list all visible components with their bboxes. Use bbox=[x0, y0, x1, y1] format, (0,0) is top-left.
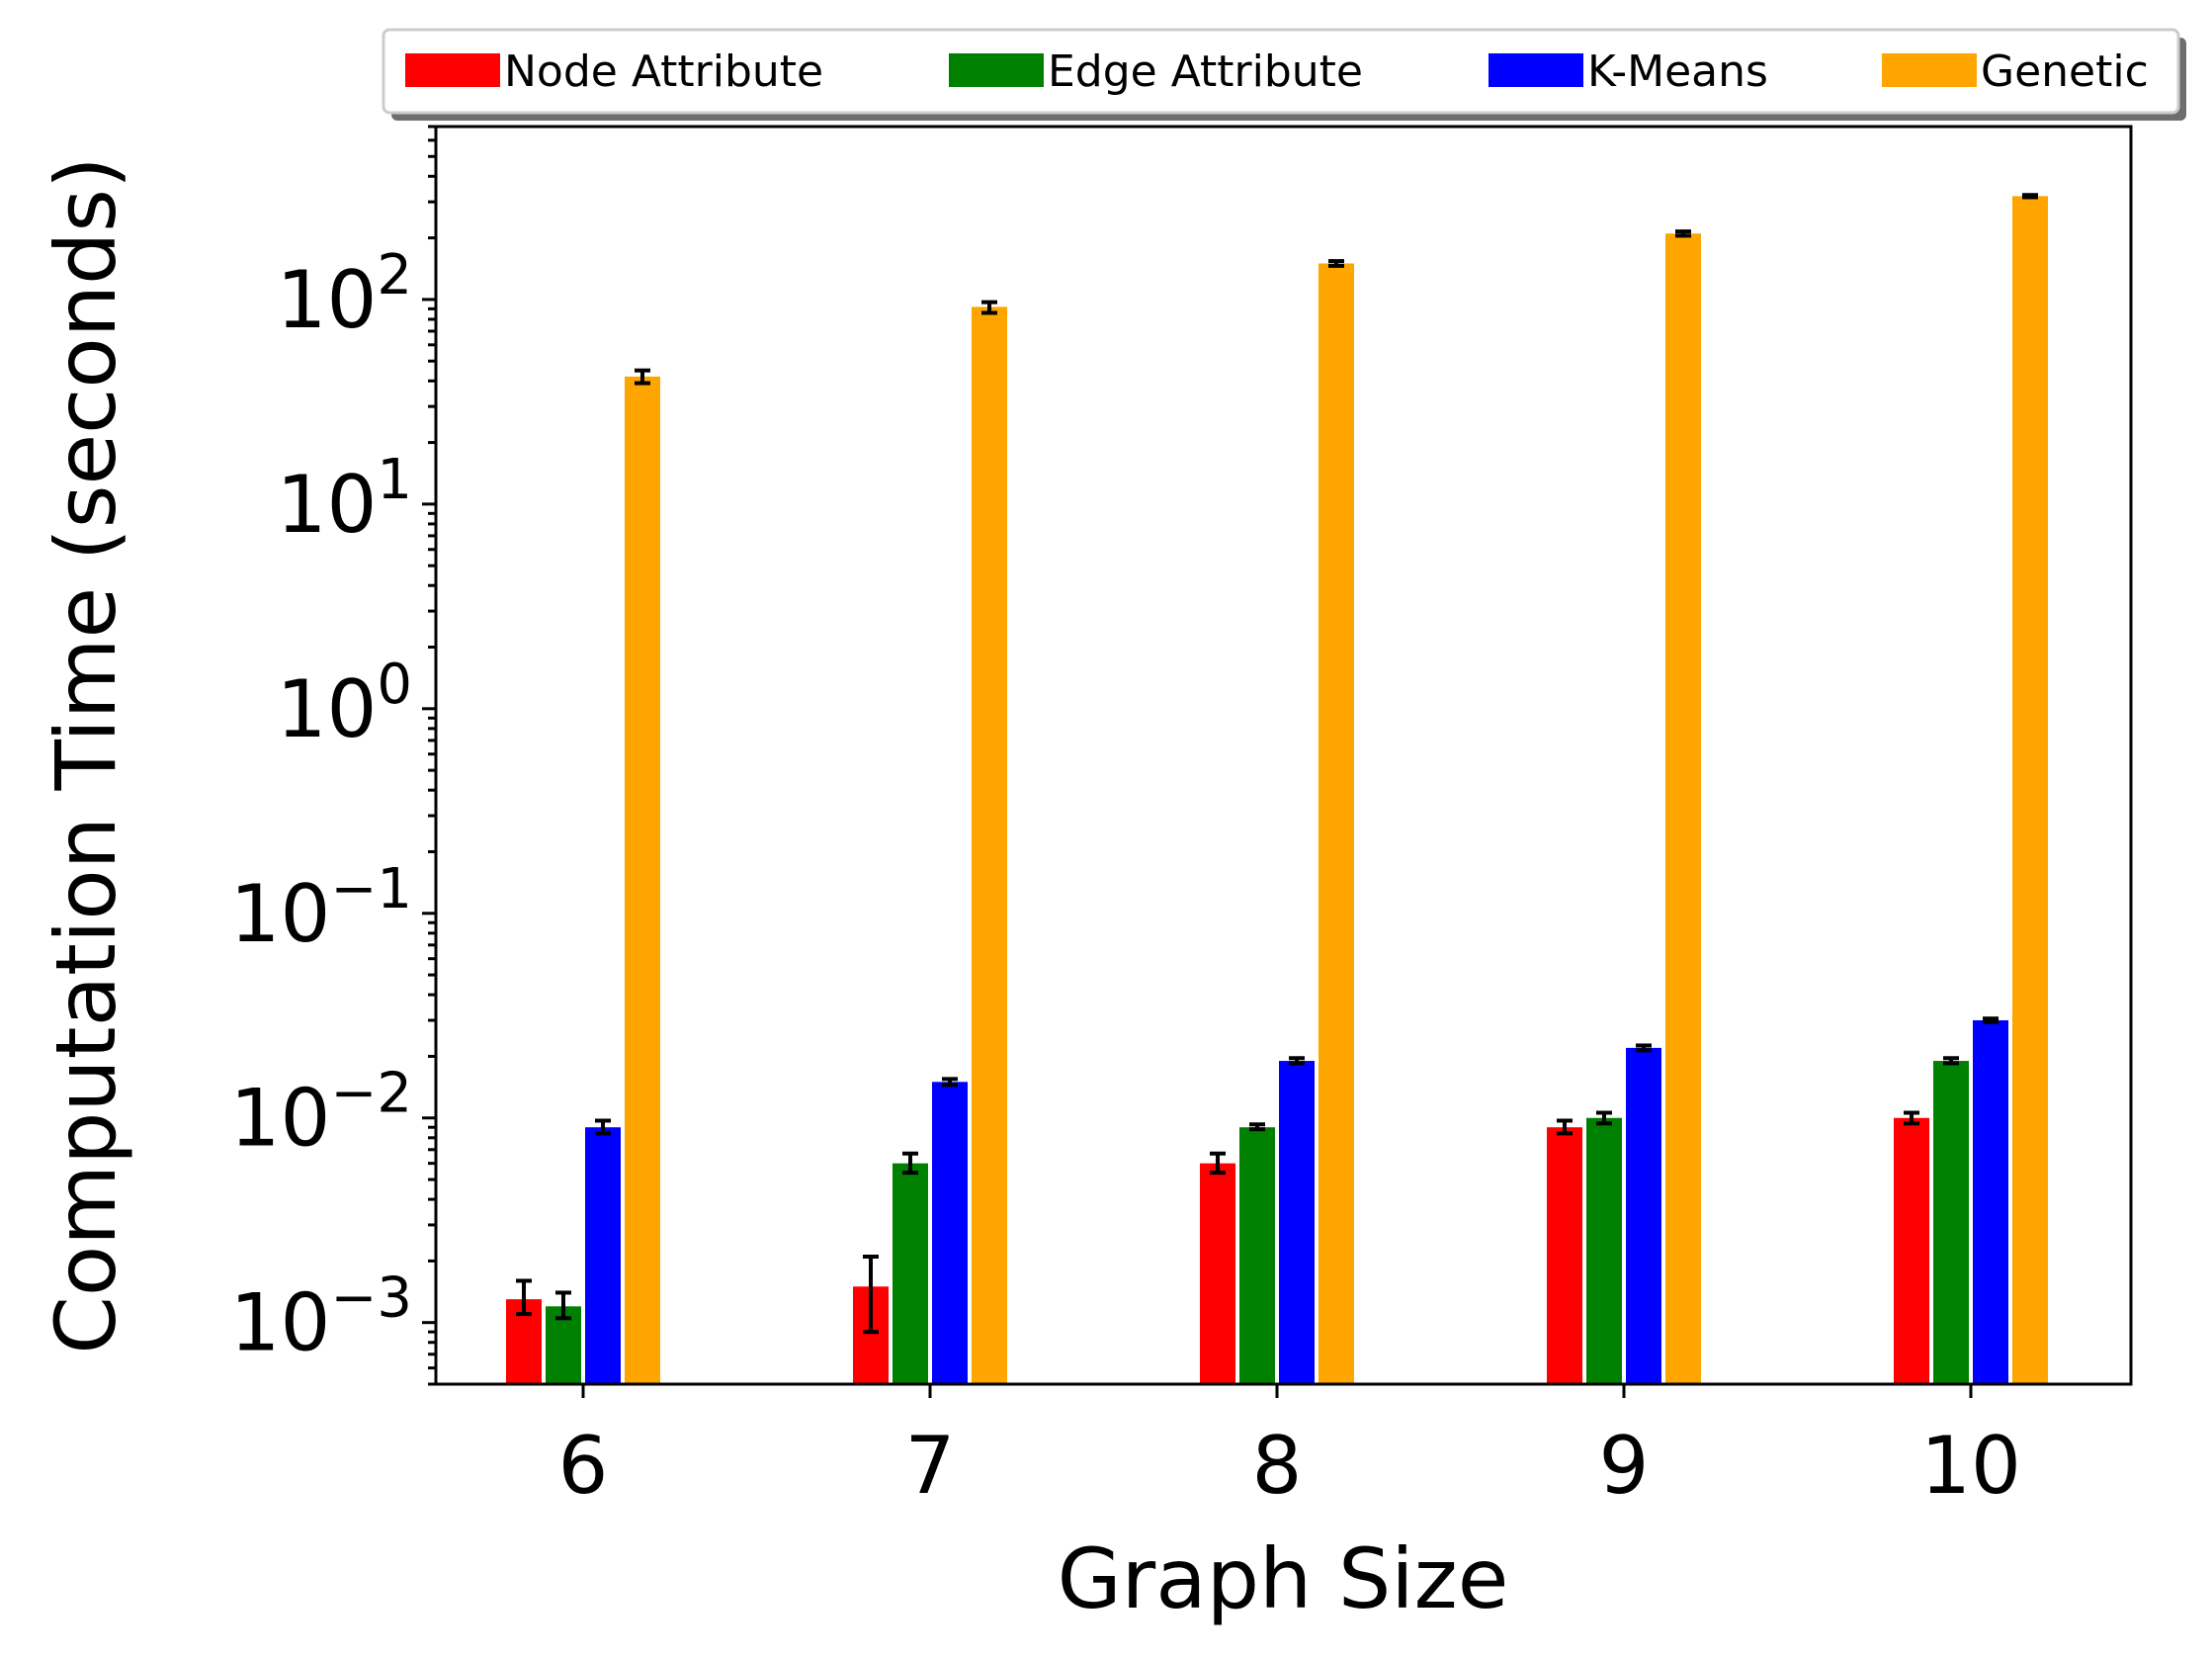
error-bar-k-means-9 bbox=[1636, 1043, 1652, 1053]
error-bar-edge-attribute-8 bbox=[1249, 1122, 1265, 1132]
y-tick-label: 100 bbox=[277, 653, 412, 755]
x-axis-label: Graph Size bbox=[1058, 1530, 1509, 1627]
x-tick-label-10: 10 bbox=[1920, 1420, 2021, 1512]
error-bar-genetic-6 bbox=[635, 368, 650, 386]
bar-edge-attribute-9 bbox=[1586, 1117, 1622, 1384]
error-bar-genetic-8 bbox=[1328, 259, 1344, 268]
error-bar-genetic-7 bbox=[981, 300, 997, 315]
x-tick-label-6: 6 bbox=[558, 1420, 609, 1512]
bar-genetic-7 bbox=[972, 306, 1007, 1385]
bars-group bbox=[506, 196, 2048, 1385]
bar-genetic-10 bbox=[2012, 196, 2048, 1385]
y-tick-label: 10−2 bbox=[230, 1062, 412, 1165]
error-bar-edge-attribute-7 bbox=[902, 1151, 918, 1176]
error-bar-edge-attribute-9 bbox=[1596, 1110, 1612, 1126]
bar-node-attribute-8 bbox=[1200, 1163, 1235, 1384]
y-tick-label: 101 bbox=[277, 448, 412, 551]
legend-label-k-means: K-Means bbox=[1587, 46, 1768, 97]
legend: Node Attribute Edge Attribute K-Means Genet… bbox=[382, 28, 2186, 121]
y-axis-ticks: 10−3 10−2 10−1 100 101 102 bbox=[230, 125, 436, 1386]
error-bar-edge-attribute-10 bbox=[1943, 1056, 1959, 1066]
bar-genetic-6 bbox=[625, 376, 660, 1384]
legend-swatch-genetic bbox=[1882, 53, 1977, 87]
error-bar-k-means-7 bbox=[942, 1077, 958, 1088]
legend-label-node-attribute: Node Attribute bbox=[504, 46, 823, 97]
error-bar-node-attribute-10 bbox=[1904, 1110, 1919, 1126]
error-bars-group bbox=[516, 193, 2038, 1335]
error-bar-node-attribute-8 bbox=[1210, 1151, 1226, 1176]
bar-k-means-10 bbox=[1973, 1019, 2008, 1384]
y-tick-label: 102 bbox=[277, 243, 412, 346]
x-axis-ticks: 6 7 8 9 10 bbox=[558, 1384, 2021, 1512]
x-tick-label-9: 9 bbox=[1599, 1420, 1650, 1512]
legend-label-edge-attribute: Edge Attribute bbox=[1048, 46, 1363, 97]
bar-edge-attribute-7 bbox=[893, 1163, 928, 1384]
error-bar-node-attribute-7 bbox=[863, 1255, 879, 1335]
bar-k-means-8 bbox=[1279, 1061, 1315, 1384]
bar-edge-attribute-8 bbox=[1239, 1127, 1275, 1384]
bar-k-means-9 bbox=[1626, 1047, 1661, 1384]
bar-genetic-8 bbox=[1319, 263, 1354, 1384]
error-bar-k-means-10 bbox=[1983, 1016, 1999, 1024]
y-axis-label: Computation Time (seconds) bbox=[38, 156, 134, 1354]
bar-node-attribute-10 bbox=[1894, 1117, 1929, 1384]
error-bar-k-means-6 bbox=[595, 1118, 611, 1136]
x-tick-label-7: 7 bbox=[905, 1420, 956, 1512]
bar-edge-attribute-10 bbox=[1933, 1061, 1969, 1384]
error-bar-node-attribute-9 bbox=[1557, 1118, 1573, 1136]
y-tick-label: 10−3 bbox=[230, 1266, 412, 1369]
legend-label-genetic: Genetic bbox=[1981, 46, 2149, 97]
error-bar-node-attribute-6 bbox=[516, 1278, 532, 1317]
legend-swatch-k-means bbox=[1489, 53, 1583, 87]
error-bar-genetic-10 bbox=[2022, 193, 2038, 200]
error-bar-k-means-8 bbox=[1289, 1056, 1305, 1066]
y-tick-label: 10−1 bbox=[230, 857, 412, 960]
error-bar-genetic-9 bbox=[1675, 229, 1691, 238]
legend-box bbox=[382, 28, 2180, 115]
bar-k-means-7 bbox=[932, 1082, 968, 1384]
x-tick-label-8: 8 bbox=[1252, 1420, 1303, 1512]
bar-k-means-6 bbox=[585, 1127, 621, 1384]
bar-node-attribute-9 bbox=[1547, 1127, 1582, 1384]
legend-swatch-node-attribute bbox=[405, 53, 500, 87]
legend-swatch-edge-attribute bbox=[949, 53, 1044, 87]
error-bar-edge-attribute-6 bbox=[555, 1290, 571, 1321]
bar-genetic-9 bbox=[1665, 233, 1701, 1385]
